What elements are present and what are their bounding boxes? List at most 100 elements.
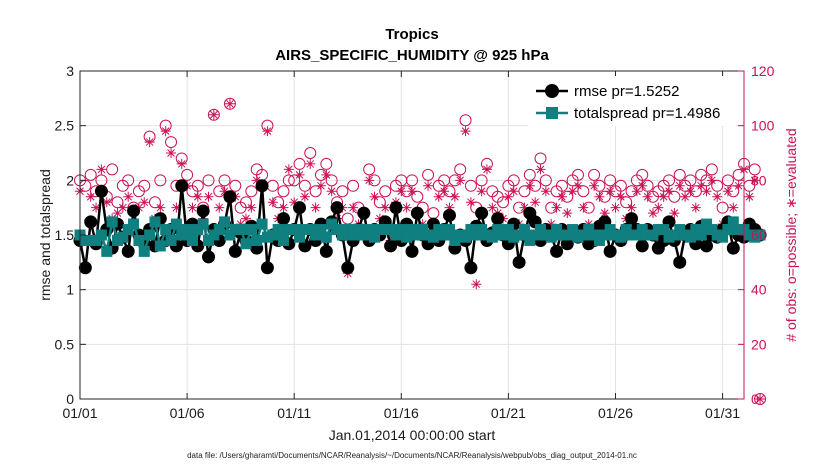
totalspread-point (213, 224, 225, 236)
y-right-tick-label: 100 (751, 118, 775, 134)
totalspread-point (106, 216, 118, 228)
obs-evaluated-point (171, 202, 182, 213)
totalspread-point (427, 231, 439, 243)
rmse-point (121, 244, 135, 258)
obs-evaluated-point (192, 191, 203, 202)
obs-possible-point (711, 179, 724, 192)
rmse-point (700, 239, 714, 253)
rmse-point (405, 244, 419, 258)
rmse-point (94, 184, 108, 198)
obs-possible-point (336, 185, 349, 198)
obs-evaluated-point (722, 186, 733, 197)
obs-possible-point (373, 196, 386, 209)
obs-evaluated-point (85, 191, 96, 202)
obs-evaluated-point (401, 202, 412, 213)
obs-evaluated-point (283, 164, 294, 175)
obs-evaluated-point (599, 208, 610, 219)
obs-evaluated-point (278, 202, 289, 213)
x-tick-label: 01/31 (705, 405, 740, 421)
totalspread-point (615, 231, 627, 243)
totalspread-point (502, 224, 514, 236)
obs-evaluated-point (208, 109, 219, 120)
totalspread-point (369, 231, 381, 243)
obs-evaluated-point (214, 202, 225, 213)
obs-possible-point (614, 179, 627, 192)
rmse-point (726, 241, 740, 255)
obs-evaluated-point (433, 191, 444, 202)
obs-evaluated-point (481, 164, 492, 175)
obs-evaluated-point (101, 197, 112, 208)
rmse-point (384, 239, 398, 253)
rmse-point (357, 206, 371, 220)
obs-evaluated-point (744, 191, 755, 202)
obs-possible-point (518, 185, 531, 198)
x-tick-label: 01/21 (491, 405, 526, 421)
obs-possible-point (464, 179, 477, 192)
totalspread-point (315, 224, 327, 236)
obs-possible-point (304, 147, 317, 159)
obs-possible-point (181, 168, 194, 181)
rmse-point (330, 201, 344, 215)
x-tick-label: 01/01 (62, 405, 97, 421)
totalspread-point (545, 231, 557, 243)
totalspread-point (658, 224, 670, 236)
y-tick-label: 1.5 (55, 227, 75, 243)
obs-evaluated-point (294, 169, 305, 180)
rmse-point (673, 255, 687, 269)
rmse-point (293, 201, 307, 215)
totalspread-point (288, 224, 300, 236)
obs-evaluated-point (594, 191, 605, 202)
obs-possible-point (84, 168, 97, 181)
obs-possible-point (154, 174, 167, 187)
obs-possible-point (668, 190, 681, 203)
rmse-point (84, 215, 98, 229)
obs-possible-point (507, 174, 520, 187)
obs-evaluated-point (551, 202, 562, 213)
obs-evaluated-point (439, 186, 450, 197)
x-tick-label: 01/06 (170, 405, 205, 421)
obs-evaluated-point (503, 191, 514, 202)
obs-evaluated-point (160, 126, 171, 137)
obs-evaluated-point (578, 202, 589, 213)
y-right-tick-label: 120 (751, 63, 775, 79)
y-tick-label: 3 (66, 63, 74, 79)
obs-evaluated-point (289, 197, 300, 208)
obs-evaluated-point (637, 180, 648, 191)
obs-possible-point (539, 174, 552, 187)
obs-possible-point (588, 168, 601, 181)
totalspread-point (95, 229, 107, 241)
obs-possible-point (218, 174, 231, 187)
obs-evaluated-point (305, 158, 316, 169)
obs-evaluated-point (664, 186, 675, 197)
obs-evaluated-point (669, 208, 680, 219)
obs-possible-point (309, 185, 322, 198)
totalspread-point (197, 218, 209, 230)
obs-possible-point (202, 174, 215, 187)
totalspread-point (401, 231, 413, 243)
totalspread-point (138, 245, 150, 257)
totalspread-point (181, 224, 193, 236)
obs-evaluated-point (176, 158, 187, 169)
totalspread-point (320, 231, 332, 243)
obs-evaluated-point (407, 186, 417, 197)
obs-possible-point (497, 196, 510, 209)
obs-evaluated-point (589, 180, 600, 191)
totalspread-point (363, 224, 375, 236)
obs-possible-point (411, 190, 424, 203)
rmse-point (475, 206, 489, 220)
x-tick-label: 01/16 (384, 405, 419, 421)
obs-evaluated-point (685, 186, 696, 197)
obs-possible-point (636, 168, 649, 181)
obs-possible-point (604, 174, 617, 187)
obs-evaluated-point (144, 137, 155, 148)
obs-possible-point (320, 157, 333, 170)
obs-evaluated-point (112, 208, 123, 219)
totalspread-point (149, 216, 161, 228)
y-right-tick-label: 60 (751, 227, 767, 243)
obs-possible-point (577, 185, 590, 198)
obs-evaluated-point (696, 180, 707, 191)
x-axis-label: Jan.01,2014 00:00:00 start (329, 427, 496, 443)
obs-evaluated-point (449, 191, 460, 202)
totalspread-point (170, 218, 182, 230)
obs-evaluated-point (530, 197, 541, 208)
